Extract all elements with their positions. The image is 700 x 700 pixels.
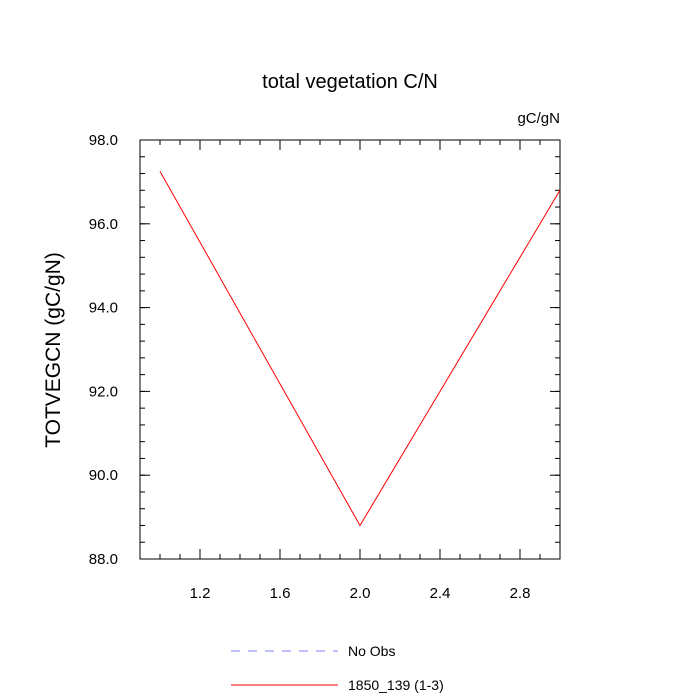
plot-area: 1.2 1.6 2.0 2.4 2.8 88.0 90.0 92.0 94.0 96.0 98.0 xyxy=(89,132,561,602)
x-tick-label: 1.2 xyxy=(190,585,211,602)
y-tick-label: 98.0 xyxy=(89,132,118,149)
x-tick-label: 2.4 xyxy=(430,585,451,602)
series-line xyxy=(159,171,561,527)
y-tick-label: 90.0 xyxy=(89,467,118,484)
plot-frame xyxy=(139,139,561,560)
y-tick-label: 88.0 xyxy=(89,551,118,568)
y-tick-label: 94.0 xyxy=(89,300,118,317)
x-tick-label: 1.6 xyxy=(270,585,291,602)
y-tick-label: 96.0 xyxy=(89,216,118,233)
legend: No Obs 1850_139 (1-3) xyxy=(231,643,444,693)
x-tick-label: 2.0 xyxy=(350,585,371,602)
y-axis-label: TOTVEGCN (gC/gN) xyxy=(42,252,65,448)
y-tick-label: 92.0 xyxy=(89,383,118,400)
legend-label: 1850_139 (1-3) xyxy=(348,677,444,693)
legend-label: No Obs xyxy=(348,643,395,659)
chart-title: total vegetation C/N xyxy=(262,71,438,93)
x-tick-label: 2.8 xyxy=(510,585,531,602)
units-label: gC/gN xyxy=(517,110,560,127)
